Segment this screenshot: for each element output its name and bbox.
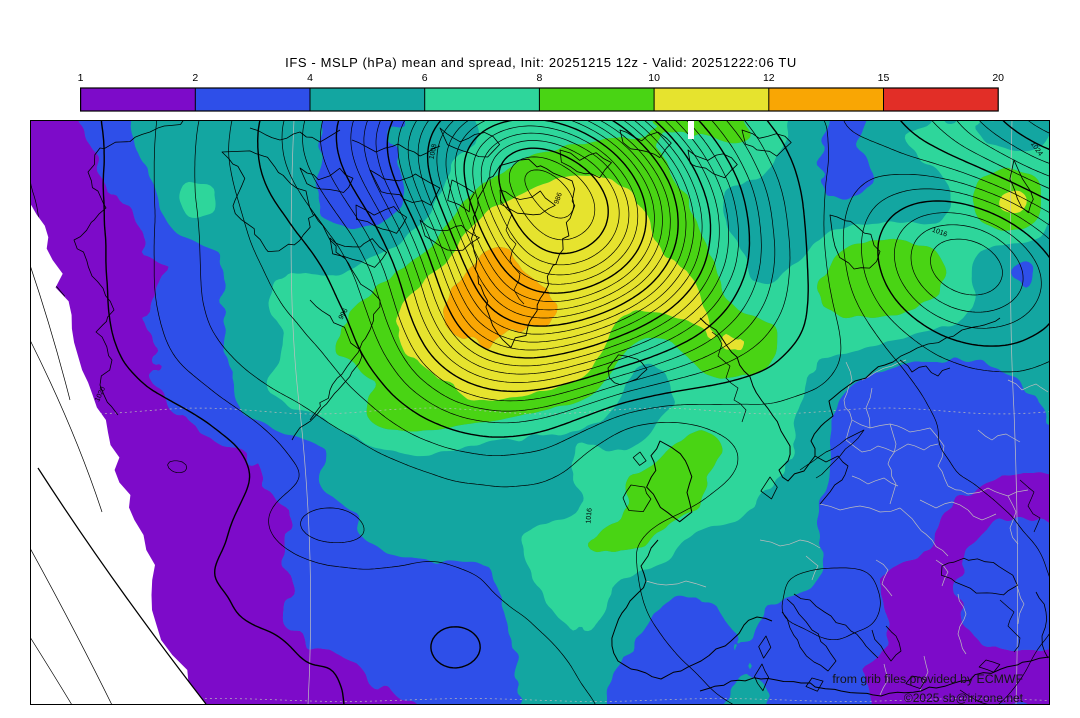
svg-text:©2025 sb@irizone.net: ©2025 sb@irizone.net	[904, 691, 1024, 705]
svg-text:1: 1	[78, 72, 84, 84]
svg-text:6: 6	[422, 72, 428, 84]
svg-text:2: 2	[192, 72, 198, 84]
svg-text:1016: 1016	[585, 508, 593, 524]
svg-text:4: 4	[307, 72, 313, 84]
svg-text:8: 8	[536, 72, 542, 84]
svg-text:10: 10	[648, 72, 660, 84]
svg-text:996: 996	[338, 307, 350, 321]
svg-text:from grib files provided by EC: from grib files provided by ECMWF	[832, 672, 1023, 686]
svg-text:15: 15	[878, 72, 890, 84]
svg-text:1008: 1008	[428, 143, 438, 160]
svg-text:1016: 1016	[931, 227, 948, 239]
svg-text:12: 12	[763, 72, 775, 84]
svg-text:20: 20	[992, 72, 1004, 84]
svg-text:986: 986	[553, 192, 564, 205]
svg-text:IFS - MSLP (hPa) mean and spre: IFS - MSLP (hPa) mean and spread, Init: …	[285, 55, 797, 70]
